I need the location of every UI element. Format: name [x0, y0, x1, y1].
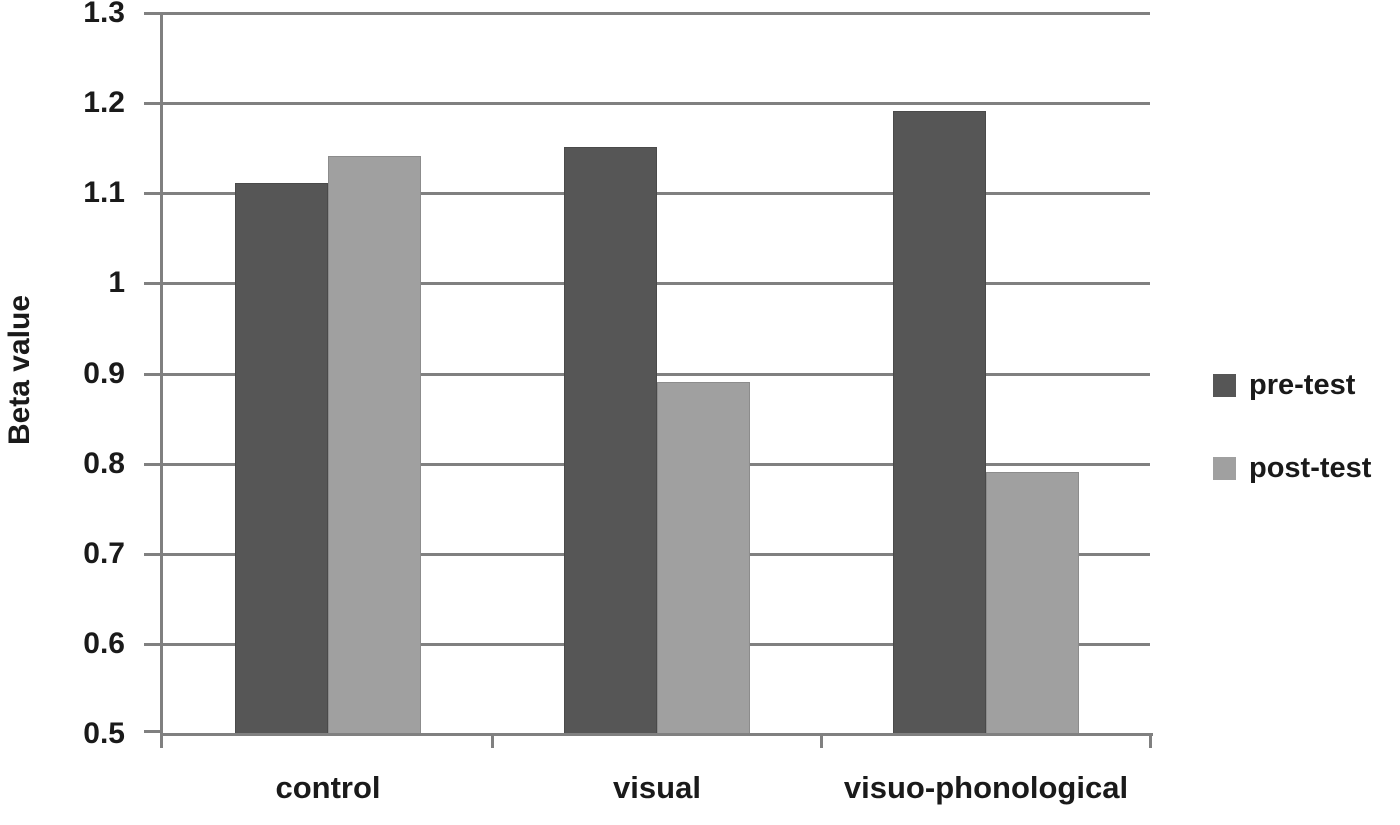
y-axis-tick	[144, 12, 160, 15]
bar-pre-test-control	[235, 183, 328, 733]
y-axis-tick	[144, 192, 160, 195]
y-tick-label: 1.2	[83, 86, 125, 119]
x-category-label-control: control	[275, 770, 381, 805]
bar-pre-test-visual	[564, 147, 657, 733]
y-axis-tick	[144, 373, 160, 376]
y-tick-label: 0.5	[83, 717, 125, 750]
legend-swatch-icon	[1213, 374, 1236, 397]
y-axis-tick	[144, 282, 160, 285]
y-tick-label: 1	[108, 266, 125, 299]
bar-post-test-control	[328, 156, 421, 733]
x-category-label-visual: visual	[613, 770, 701, 805]
y-tick-label: 0.8	[83, 447, 125, 480]
y-axis-tick	[144, 102, 160, 105]
y-tick-label: 0.9	[83, 357, 125, 390]
legend-swatch-icon	[1213, 457, 1236, 480]
y-axis-tick	[144, 463, 160, 466]
x-axis-tick	[160, 733, 163, 748]
legend-item-post-test: post-test	[1213, 452, 1371, 485]
legend: pre-test post-test	[1213, 369, 1371, 485]
legend-label: pre-test	[1249, 369, 1356, 401]
x-axis-tick	[1149, 733, 1152, 748]
plot-area	[144, 12, 1153, 748]
y-tick-label: 0.6	[83, 627, 125, 660]
legend-item-pre-test: pre-test	[1213, 369, 1371, 402]
y-axis-tick	[144, 643, 160, 646]
x-axis-tick	[491, 733, 494, 748]
y-tick-label: 1.3	[83, 0, 125, 29]
legend-label: post-test	[1249, 452, 1372, 484]
bar-post-test-visual	[657, 382, 750, 733]
x-axis-tick	[820, 733, 823, 748]
y-axis-tick	[144, 730, 160, 733]
x-category-label-visuo-phonological: visuo-phonological	[843, 770, 1129, 805]
y-tick-label: 0.7	[83, 537, 125, 570]
y-axis-tick	[144, 553, 160, 556]
gridline	[163, 12, 1150, 15]
gridline	[163, 102, 1150, 105]
bar-pre-test-visuo-phonological	[893, 111, 986, 733]
y-axis-line	[160, 12, 163, 736]
y-tick-label: 1.1	[83, 176, 125, 209]
bar-post-test-visuo-phonological	[986, 472, 1079, 733]
x-axis-line	[160, 733, 1153, 736]
